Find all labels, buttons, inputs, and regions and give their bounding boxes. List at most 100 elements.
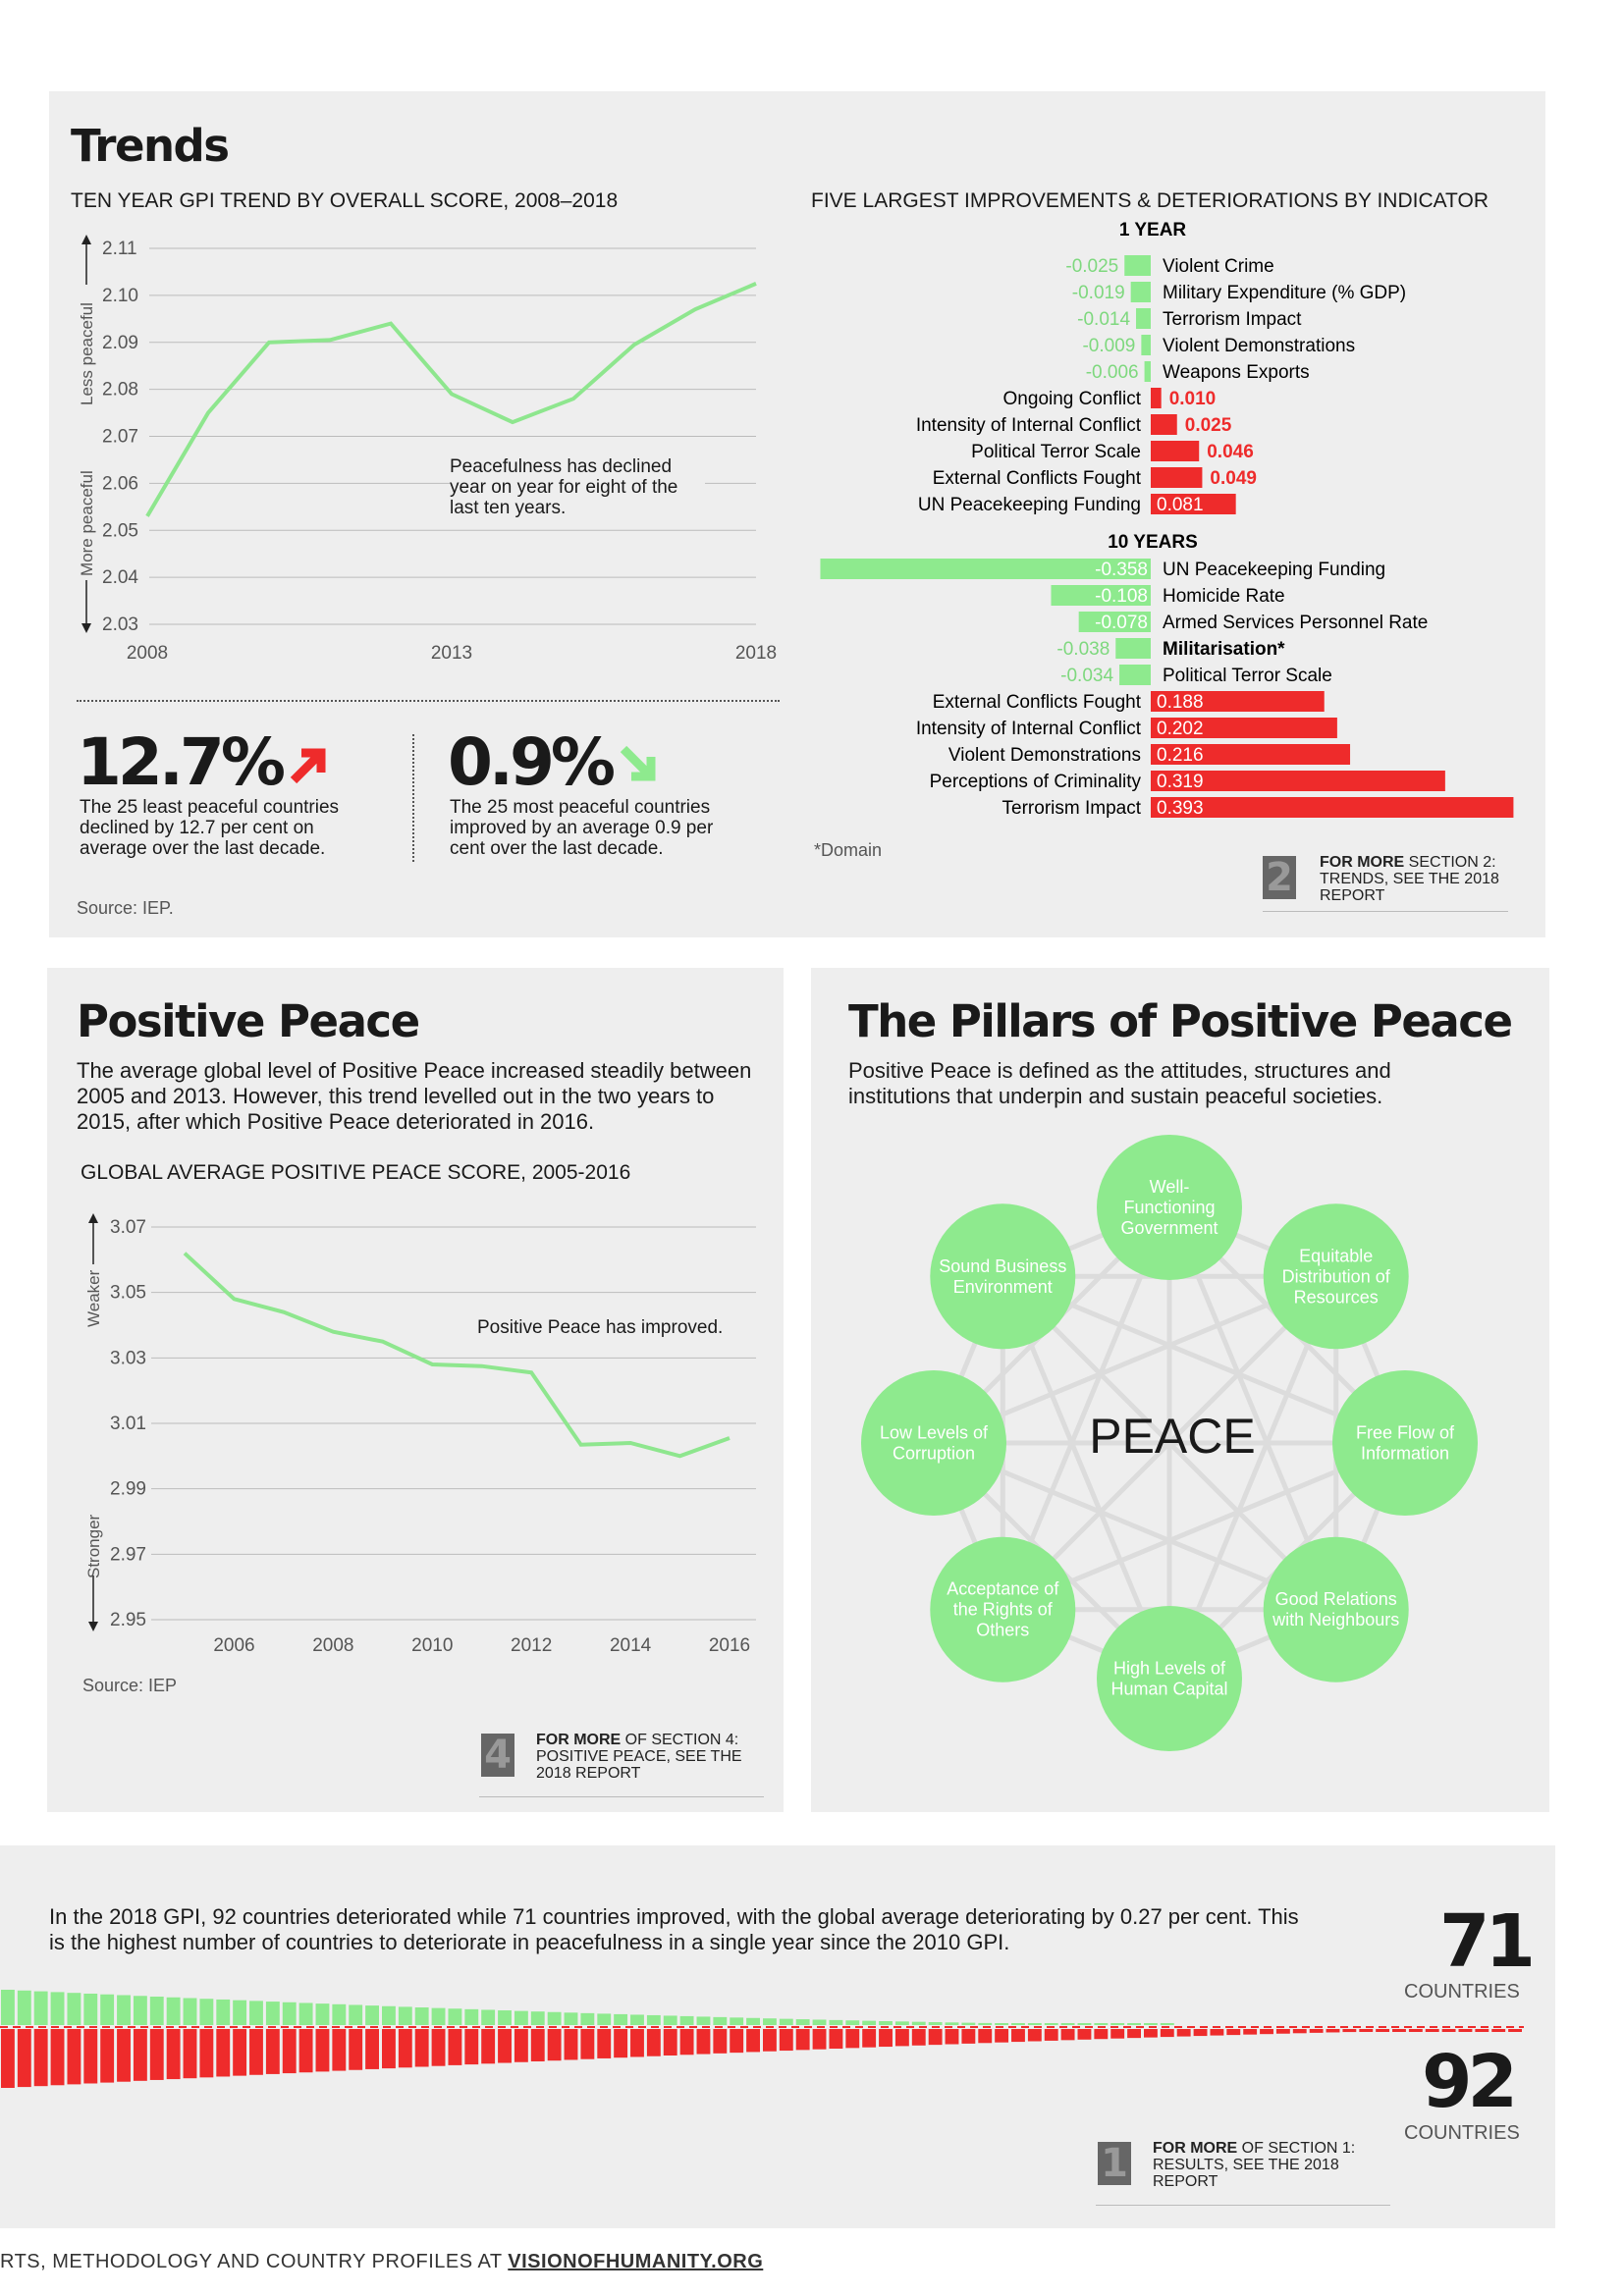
gpi-annotation: Peacefulness has declined year on year f… bbox=[450, 454, 705, 520]
deteriorated-bar bbox=[928, 2029, 943, 2046]
deteriorated-bar bbox=[382, 2029, 396, 2069]
deteriorated-bar bbox=[149, 2029, 164, 2080]
footer-link[interactable]: VISIONOFHUMANITY.ORG bbox=[508, 2251, 764, 2272]
gpi-trend-line bbox=[145, 282, 757, 517]
indicator-bar bbox=[1119, 665, 1151, 685]
pillar-circle bbox=[1263, 1203, 1409, 1350]
deteriorated-bar bbox=[1376, 2029, 1390, 2032]
for-more-bold: FOR MORE bbox=[536, 1732, 622, 1748]
deteriorated-bar bbox=[1044, 2029, 1058, 2041]
x-tick-label: 2010 bbox=[411, 1635, 453, 1656]
domain-note: *Domain bbox=[814, 840, 883, 860]
deteriorated-bar bbox=[1226, 2029, 1241, 2036]
indicator-bar bbox=[820, 559, 1151, 579]
arrow-up-right-icon bbox=[290, 748, 326, 784]
deteriorated-bar bbox=[481, 2029, 496, 2064]
gpi-trend-chart: 2.11 2.10 2.09 2.08 2.07 2.06 2.05 2.04 2.03 200… bbox=[78, 235, 777, 664]
indicator-bar bbox=[1151, 388, 1162, 408]
deteriorated-bar bbox=[597, 2029, 612, 2058]
deteriorated-bar bbox=[117, 2029, 131, 2082]
improved-bar bbox=[83, 1993, 98, 2025]
trends-source: Source: IEP. bbox=[77, 898, 174, 918]
y-tick-label: 2.04 bbox=[102, 567, 138, 588]
improved-bar bbox=[1110, 2023, 1125, 2025]
deteriorated-bar bbox=[1077, 2029, 1092, 2040]
deteriorated-bar bbox=[547, 2029, 562, 2061]
indicator-label: UN Peacekeeping Funding bbox=[918, 495, 1141, 515]
deteriorated-bar bbox=[911, 2029, 926, 2046]
indicator-value: 0.216 bbox=[1157, 745, 1204, 766]
deteriorated-bar bbox=[1176, 2029, 1191, 2037]
deteriorated-bar bbox=[530, 2029, 545, 2061]
indicator-label: Militarisation* bbox=[1163, 639, 1285, 660]
y-tick-label: 3.07 bbox=[110, 1217, 146, 1238]
indicator-label: Political Terror Scale bbox=[1163, 666, 1332, 686]
x-tick-label: 2012 bbox=[511, 1635, 552, 1656]
improved-bar bbox=[315, 2003, 330, 2025]
deteriorated-bar bbox=[795, 2029, 810, 2051]
stat2-number: 0.9% bbox=[448, 724, 616, 800]
deteriorated-bar bbox=[580, 2029, 595, 2059]
x-tick-label: 2018 bbox=[735, 643, 777, 664]
axis-less-peaceful: Less peaceful bbox=[78, 302, 96, 405]
indicator-value: 0.319 bbox=[1157, 772, 1204, 792]
improved-bar bbox=[100, 1994, 115, 2025]
pillar-label: Well-Functioning Government bbox=[1120, 1177, 1218, 1238]
indicator-bar bbox=[1151, 797, 1514, 818]
improved-bar bbox=[50, 1992, 65, 2025]
for-more-bold: FOR MORE bbox=[1320, 854, 1405, 871]
indicator-bar bbox=[1151, 744, 1351, 765]
improved-count: 71 bbox=[1439, 1899, 1536, 1984]
indicator-bar bbox=[1151, 718, 1337, 738]
improved-bar bbox=[1077, 2023, 1092, 2025]
deteriorated-bar bbox=[282, 2029, 297, 2074]
improved-label: COUNTRIES bbox=[1404, 1981, 1520, 2002]
improved-bar bbox=[597, 2013, 612, 2025]
footer: RTS, METHODOLOGY AND COUNTRY PROFILES AT… bbox=[0, 2251, 763, 2273]
improved-bar bbox=[431, 2007, 446, 2025]
indicator-bar bbox=[1078, 612, 1151, 632]
deteriorated-bar bbox=[50, 2029, 65, 2086]
y-tick-label: 3.01 bbox=[110, 1414, 146, 1434]
deteriorated-bar bbox=[166, 2029, 181, 2080]
deteriorated-bar bbox=[1425, 2029, 1439, 2032]
improved-bar bbox=[961, 2022, 976, 2025]
improved-bar bbox=[1011, 2023, 1025, 2025]
deteriorated-bar bbox=[894, 2029, 909, 2047]
improved-bar bbox=[249, 2001, 263, 2025]
indicator-label: Military Expenditure (% GDP) bbox=[1163, 283, 1406, 303]
indicator-label: Perceptions of Criminality bbox=[930, 772, 1142, 792]
improved-bar bbox=[829, 2019, 843, 2025]
section-number-badge: 2 bbox=[1263, 856, 1296, 899]
positive-peace-intro: The average global level of Positive Pea… bbox=[77, 1058, 752, 1134]
for-more-results-text: FOR MORE OF SECTION 1: RESULTS, SEE THE … bbox=[1153, 2140, 1369, 2190]
improved-bar bbox=[298, 2002, 313, 2025]
deteriorated-bar bbox=[995, 2029, 1009, 2043]
deteriorated-bar bbox=[1441, 2029, 1456, 2032]
improved-bar bbox=[530, 2011, 545, 2025]
improved-bar bbox=[382, 2005, 396, 2025]
deteriorated-bar bbox=[679, 2029, 694, 2056]
deteriorated-bar bbox=[1292, 2029, 1307, 2034]
pillar-circle bbox=[861, 1370, 1006, 1516]
indicator-bar bbox=[1051, 585, 1151, 606]
improved-bar bbox=[464, 2008, 479, 2025]
deteriorated-bar bbox=[829, 2029, 843, 2050]
improved-bar bbox=[183, 1998, 197, 2025]
indicator-bar bbox=[1151, 691, 1325, 712]
deteriorated-count: 92 bbox=[1422, 2040, 1518, 2124]
deteriorated-bar bbox=[879, 2029, 893, 2048]
indicator-value: -0.019 bbox=[1072, 283, 1125, 303]
section-number-badge: 1 bbox=[1098, 2142, 1131, 2185]
indicator-label: Intensity of Internal Conflict bbox=[916, 415, 1142, 436]
deteriorated-bar bbox=[1, 2029, 15, 2088]
deteriorated-bar bbox=[33, 2029, 48, 2087]
deteriorated-bar bbox=[1326, 2029, 1340, 2033]
deteriorated-bar bbox=[349, 2029, 363, 2070]
improved-bar bbox=[216, 1999, 231, 2025]
y-tick-label: 2.11 bbox=[102, 239, 137, 259]
for-more-underline bbox=[1096, 2205, 1390, 2206]
pillar-circle bbox=[930, 1203, 1076, 1350]
deteriorated-bar bbox=[614, 2029, 628, 2058]
deteriorated-bar bbox=[398, 2029, 412, 2068]
